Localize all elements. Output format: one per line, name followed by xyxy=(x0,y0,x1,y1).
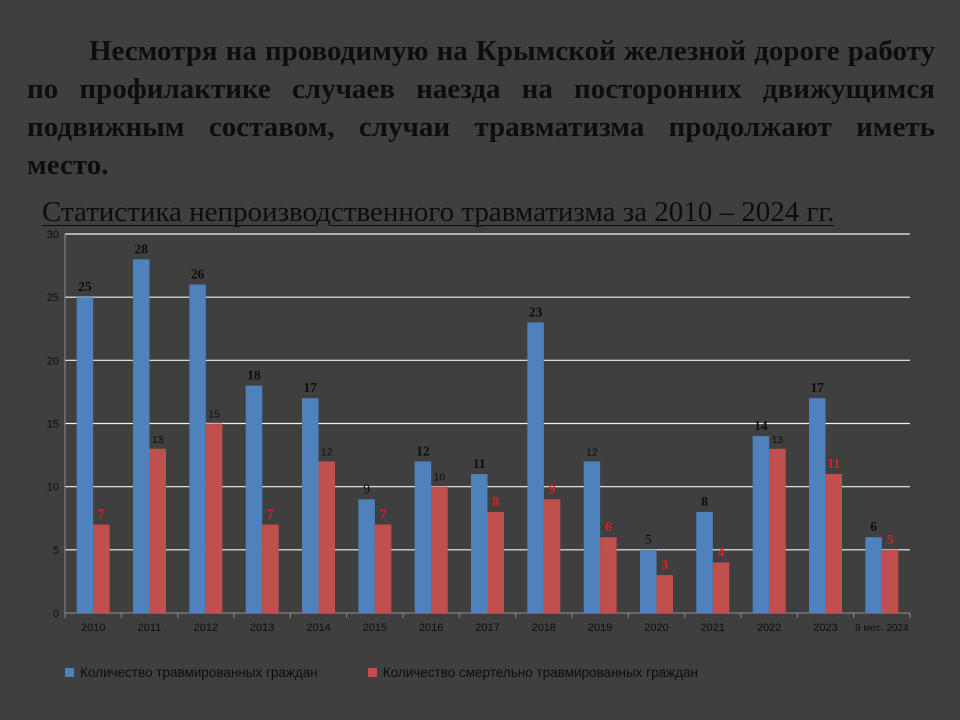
intro-paragraph: Несмотря на проводимую на Крымской желез… xyxy=(27,35,935,181)
x-tick-label: 2014 xyxy=(306,622,330,634)
bar-fatal xyxy=(656,575,673,613)
y-tick-label: 25 xyxy=(47,292,59,304)
chart-legend: Количество травмированных граждан Количе… xyxy=(65,665,698,680)
bar-fatal xyxy=(149,448,166,613)
bar-fatal xyxy=(262,524,279,613)
data-label-fatal: 10 xyxy=(434,472,446,484)
bar-injured xyxy=(302,398,319,613)
bar-injured xyxy=(527,322,544,613)
bar-fatal xyxy=(600,537,617,613)
data-label-fatal: 7 xyxy=(98,507,105,522)
bar-injured xyxy=(76,297,94,613)
bar-fatal xyxy=(318,461,335,613)
data-label-injured: 8 xyxy=(701,494,708,509)
bar-fatal xyxy=(487,511,504,613)
bar-fatal xyxy=(769,448,786,613)
bar-injured xyxy=(809,398,826,613)
bar-injured xyxy=(696,511,713,613)
data-label-injured: 5 xyxy=(645,532,652,547)
data-label-injured: 23 xyxy=(529,304,543,319)
data-label-injured: 17 xyxy=(811,380,825,395)
bar-fatal xyxy=(205,423,223,613)
data-label-fatal: 4 xyxy=(718,544,725,559)
x-tick-label: 2017 xyxy=(475,622,499,634)
data-label-injured: 6 xyxy=(870,519,877,534)
bar-injured xyxy=(133,259,150,613)
bar-injured xyxy=(471,474,488,613)
x-tick-label: 2023 xyxy=(813,622,837,634)
data-label-fatal: 11 xyxy=(827,456,840,471)
bar-injured xyxy=(640,549,657,613)
x-tick-label: 2020 xyxy=(644,622,668,634)
y-tick-label: 10 xyxy=(47,482,59,494)
data-label-injured: 11 xyxy=(473,456,486,471)
data-label-injured: 14 xyxy=(754,418,768,433)
y-tick-label: 20 xyxy=(47,355,59,367)
data-label-fatal: 13 xyxy=(772,434,784,446)
data-label-fatal: 8 xyxy=(492,494,499,509)
x-tick-label: 2015 xyxy=(363,622,387,634)
data-label-injured: 9 xyxy=(363,481,370,496)
x-tick-label: 2013 xyxy=(250,622,274,634)
y-tick-label: 15 xyxy=(47,419,59,431)
x-tick-label: 2022 xyxy=(757,622,781,634)
legend-swatch-fatal xyxy=(367,668,377,677)
legend-item-injured: Количество травмированных граждан xyxy=(65,665,318,680)
data-label-injured: 17 xyxy=(304,380,318,395)
data-label-fatal: 9 xyxy=(549,481,556,496)
data-label-injured: 28 xyxy=(135,241,149,256)
y-tick-label: 0 xyxy=(53,608,59,620)
bar-fatal xyxy=(93,524,110,613)
y-tick-label: 5 xyxy=(53,545,59,557)
legend-label-injured: Количество травмированных граждан xyxy=(80,665,318,680)
data-label-injured: 12 xyxy=(586,446,598,458)
bar-fatal xyxy=(543,499,561,613)
data-label-fatal: 3 xyxy=(661,557,668,572)
data-label-injured: 12 xyxy=(416,443,430,458)
bar-injured xyxy=(245,385,263,613)
y-tick-label: 30 xyxy=(47,229,59,241)
bar-fatal xyxy=(825,474,842,613)
chart-subtitle: Статистика непроизводственного травматиз… xyxy=(42,196,835,228)
bar-injured xyxy=(358,499,375,613)
legend-item-fatal: Количество смертельно травмированных гра… xyxy=(367,665,698,680)
data-label-fatal: 7 xyxy=(267,507,274,522)
x-tick-label: 2021 xyxy=(701,622,725,634)
data-label-fatal: 5 xyxy=(887,532,894,547)
x-tick-label: 2011 xyxy=(138,622,162,634)
legend-label-fatal: Количество смертельно травмированных гра… xyxy=(382,665,698,680)
bar-fatal xyxy=(712,562,730,613)
bar-injured xyxy=(189,284,206,613)
data-label-fatal: 6 xyxy=(605,519,612,534)
data-label-fatal: 12 xyxy=(321,446,333,458)
bar-fatal xyxy=(374,524,392,613)
x-tick-label: 2016 xyxy=(419,622,443,634)
bar-injured xyxy=(414,461,432,613)
bar-fatal xyxy=(881,549,899,613)
bar-injured xyxy=(752,436,770,613)
x-tick-label: 2010 xyxy=(81,622,105,634)
bar-injured xyxy=(865,537,882,613)
x-tick-label: 2012 xyxy=(194,622,218,634)
x-tick-label: 9 мес. 2024 xyxy=(855,623,909,634)
x-tick-label: 2018 xyxy=(532,622,556,634)
bar-fatal xyxy=(431,486,448,613)
data-label-injured: 25 xyxy=(78,279,92,294)
data-label-injured: 18 xyxy=(247,368,261,383)
bar-injured xyxy=(583,461,601,613)
data-label-injured: 26 xyxy=(191,267,205,282)
x-tick-label: 2019 xyxy=(588,622,612,634)
data-label-fatal: 7 xyxy=(380,507,387,522)
data-label-fatal: 15 xyxy=(208,409,220,421)
legend-swatch-injured xyxy=(65,668,74,677)
data-label-fatal: 13 xyxy=(152,434,164,446)
